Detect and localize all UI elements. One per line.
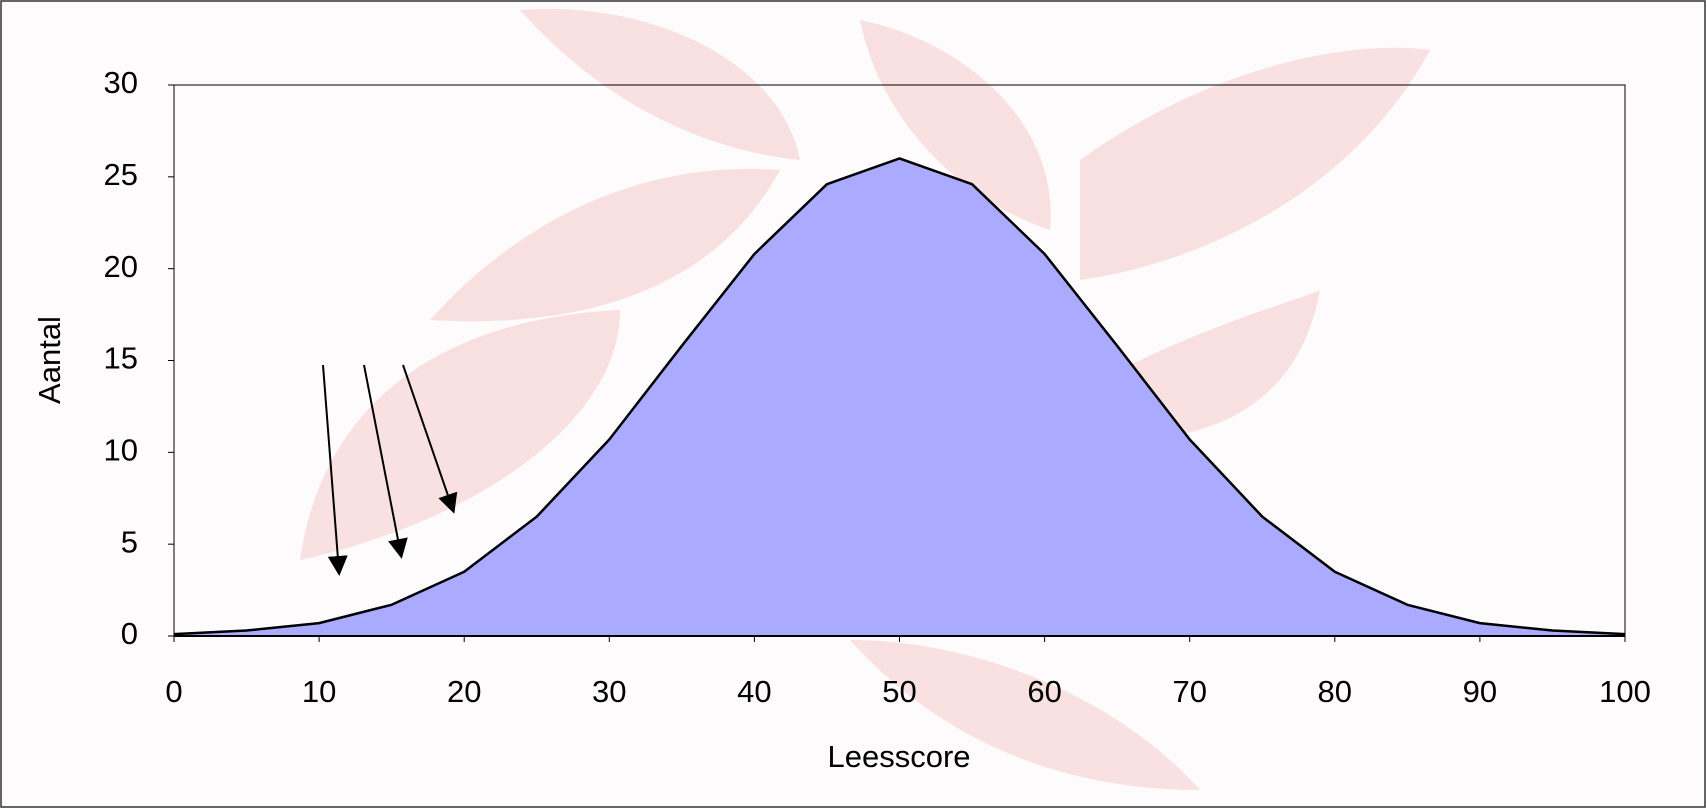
y-tick-label: 10: [104, 433, 138, 468]
background-decoration: [300, 8, 1430, 790]
x-tick-label: 30: [592, 674, 626, 709]
x-tick-label: 60: [1027, 674, 1061, 709]
curve: [173, 157, 1626, 636]
x-tick-label: 70: [1172, 674, 1206, 709]
x-tick-label: 100: [1599, 674, 1651, 709]
x-tick-label: 10: [302, 674, 336, 709]
y-tick-label: 15: [104, 341, 138, 376]
x-tick-label: 40: [737, 674, 771, 709]
arrow: [402, 364, 458, 514]
x-tick-label: 90: [1463, 674, 1497, 709]
x-tick-label: 20: [447, 674, 481, 709]
y-tick-label: 25: [104, 157, 138, 192]
y-tick-label: 0: [121, 616, 138, 651]
x-tick-label: 0: [165, 674, 182, 709]
x-axis-label: Leesscore: [827, 739, 970, 774]
x-tick-label: 50: [882, 674, 916, 709]
arrow: [363, 364, 408, 559]
y-tick-label: 30: [104, 65, 138, 100]
y-tick-label: 5: [121, 524, 138, 559]
x-tick-label: 80: [1318, 674, 1352, 709]
arrow: [322, 364, 348, 576]
y-tick-label: 20: [104, 249, 138, 284]
y-axis-label: Aantal: [32, 316, 67, 404]
